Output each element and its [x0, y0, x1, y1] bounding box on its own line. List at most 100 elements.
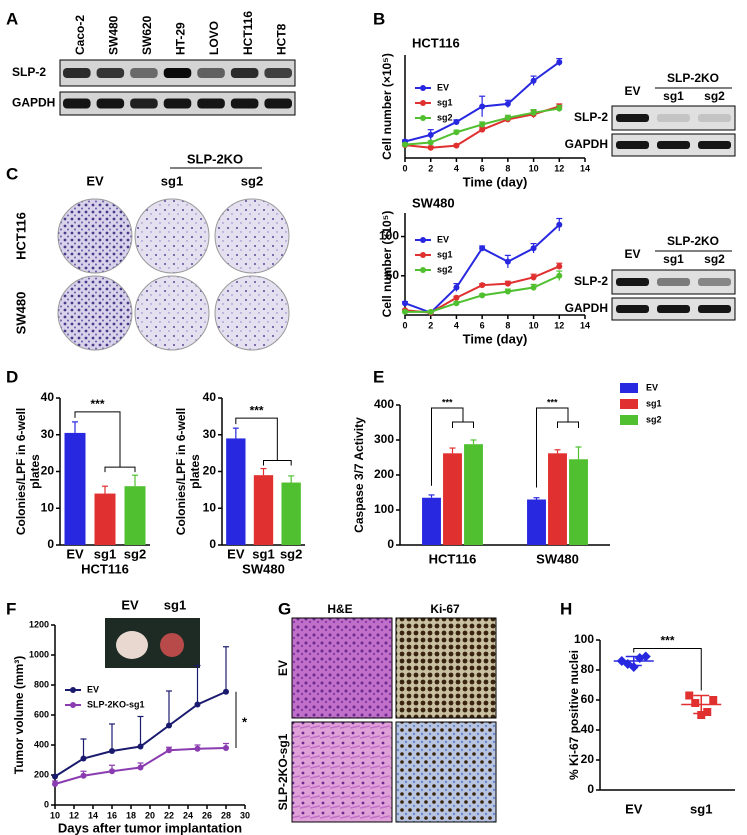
x-axis-label: Time (day) — [463, 331, 528, 346]
data-point — [166, 747, 172, 754]
data-point — [479, 245, 486, 252]
x-tick-label: sg1 — [252, 546, 274, 561]
y-tick-label: 20 — [41, 464, 55, 478]
y-tick-label: 0 — [587, 782, 594, 796]
x-tick-label: 8 — [505, 163, 510, 173]
y-tick-label: 20 — [203, 464, 217, 478]
data-point — [556, 105, 563, 112]
y-tick-label: 200 — [34, 769, 49, 779]
legend-marker — [420, 237, 426, 243]
bar — [64, 432, 86, 545]
chart-title: SW480 — [412, 195, 455, 210]
lane-label: sg2 — [704, 89, 725, 103]
y-axis-label: Caspase 3/7 Activity — [352, 417, 366, 533]
column-label: H&E — [327, 602, 352, 616]
legend-label: sg1 — [437, 249, 453, 259]
row-label: SLP-2 — [12, 65, 46, 79]
series-line — [404, 265, 560, 314]
lane-label: EV — [624, 247, 640, 261]
y-tick-label: 100 — [374, 502, 394, 516]
x-tick-label: 10 — [529, 163, 539, 173]
legend-marker — [420, 252, 426, 258]
lane-label: SW620 — [140, 15, 154, 55]
x-axis-label: SW480 — [242, 561, 285, 576]
bar — [443, 453, 462, 545]
significance: * — [242, 714, 248, 729]
blot-band — [616, 278, 649, 286]
legend-label: sg1 — [437, 97, 453, 107]
x-tick-label: 12 — [69, 810, 79, 820]
x-tick-label: 4 — [454, 163, 459, 173]
y-tick-label: 400 — [34, 739, 49, 749]
colony-dish — [57, 275, 133, 351]
legend-swatch — [620, 415, 638, 425]
legend-label: sg2 — [437, 264, 453, 274]
y-tick-label: 10 — [203, 500, 217, 514]
x-tick-label: 2 — [428, 163, 433, 173]
y-axis-label: plates — [28, 454, 42, 489]
blot-band — [197, 68, 225, 78]
tumor — [160, 633, 184, 657]
chart-title: HCT116 — [412, 35, 460, 50]
y-axis-label: Cell number (×10⁵) — [380, 211, 394, 318]
x-tick-label: 22 — [164, 810, 174, 820]
x-tick-label: 6 — [480, 320, 485, 330]
lane-label: sg1 — [663, 89, 684, 103]
blot-band — [163, 68, 192, 78]
bar — [464, 444, 483, 545]
data-point — [530, 245, 537, 252]
y-tick-label: 20 — [581, 752, 595, 766]
x-tick-label: 8 — [505, 320, 510, 330]
bar — [527, 499, 546, 545]
y-tick-label: 40 — [203, 390, 217, 404]
legend-label: sg1 — [646, 398, 662, 408]
bar — [569, 459, 588, 545]
colony-dish — [134, 275, 210, 351]
x-axis-label: HCT116 — [81, 561, 129, 576]
legend-marker — [420, 267, 426, 273]
x-tick-label: 4 — [454, 320, 459, 330]
x-tick-label: 24 — [183, 810, 193, 820]
lane-label: HCT8 — [274, 23, 288, 55]
data-point — [504, 258, 511, 265]
y-tick-label: 1200 — [29, 619, 49, 629]
data-point — [402, 141, 408, 148]
blot-band — [698, 114, 731, 122]
blot-band — [63, 68, 91, 78]
blot-band — [698, 278, 731, 286]
blot-band — [698, 305, 731, 313]
y-tick-label: 50 — [386, 268, 400, 282]
legend-marker — [70, 687, 76, 693]
x-tick-label: 14 — [580, 163, 590, 173]
group-label: SLP-2KO — [667, 71, 719, 85]
y-tick-label: 0 — [387, 537, 394, 551]
x-axis-label: Time (day) — [463, 174, 528, 189]
data-point — [223, 745, 229, 751]
y-tick-label: 300 — [374, 432, 394, 446]
row-label: SLP-2 — [574, 274, 608, 288]
blot-band — [698, 141, 731, 149]
y-axis-label: Colonies/LPF in 6-well — [14, 408, 28, 535]
bar — [548, 453, 567, 545]
colony-dish — [134, 198, 210, 274]
y-tick-label: 600 — [34, 709, 49, 719]
group-label: SLP-2KO — [187, 151, 243, 166]
blot-band — [616, 305, 649, 313]
lane-label: sg1 — [663, 252, 684, 266]
blot-band — [616, 114, 649, 122]
data-point — [402, 308, 408, 315]
lane-label: SW480 — [107, 15, 121, 55]
legend-marker — [420, 85, 426, 91]
y-tick-label: 40 — [41, 390, 55, 404]
bar — [422, 497, 441, 545]
inset-label: sg1 — [164, 597, 186, 612]
bracket — [74, 411, 136, 473]
column-label: Ki-67 — [430, 602, 460, 616]
lane-label: EV — [624, 84, 640, 98]
tumor — [116, 631, 148, 659]
x-tick-label: EV — [66, 546, 84, 561]
data-point — [556, 263, 563, 270]
y-tick-label: 800 — [34, 679, 49, 689]
legend-swatch — [620, 383, 638, 393]
y-axis-label: % Ki-67 positive nuclei — [567, 650, 581, 780]
